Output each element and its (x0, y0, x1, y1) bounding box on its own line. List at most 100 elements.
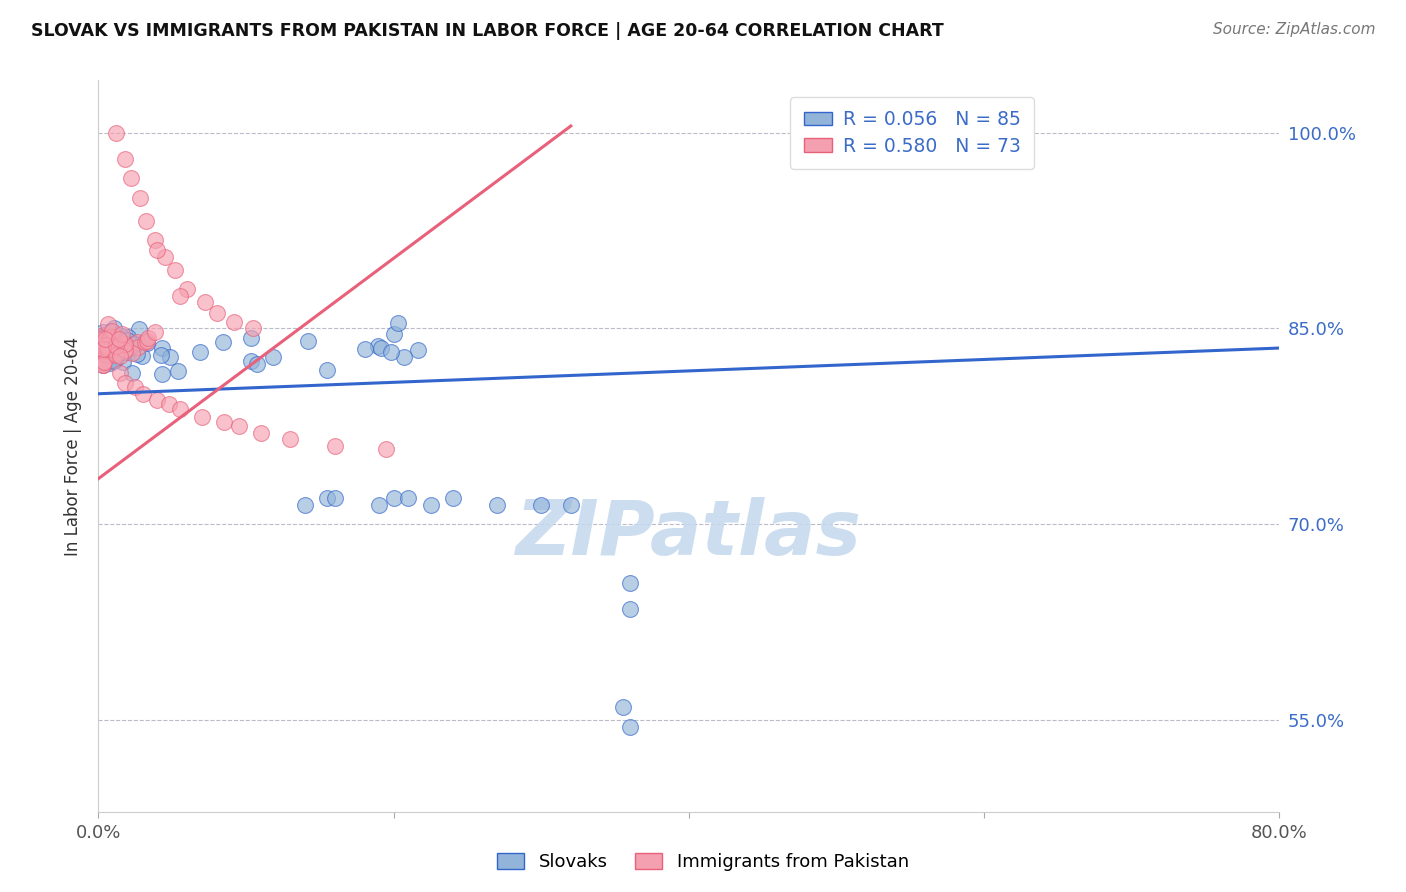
Point (115, 342, 138, 356)
Point (169, 289, 191, 303)
Point (134, 335, 156, 350)
Point (98, 355, 121, 369)
Point (108, 349, 131, 363)
Point (105, 342, 128, 356)
Point (91, 343, 114, 358)
Text: Source: ZipAtlas.com: Source: ZipAtlas.com (1212, 22, 1375, 37)
Point (619, 576, 641, 591)
Point (101, 324, 124, 338)
Point (107, 346, 129, 360)
Point (91, 339, 114, 353)
Point (143, 325, 166, 339)
Point (114, 152, 136, 166)
Point (104, 348, 127, 362)
Point (101, 340, 124, 354)
Point (294, 498, 316, 512)
Text: SLOVAK VS IMMIGRANTS FROM PAKISTAN IN LABOR FORCE | AGE 20-64 CORRELATION CHART: SLOVAK VS IMMIGRANTS FROM PAKISTAN IN LA… (31, 22, 943, 40)
Point (96, 343, 118, 357)
Point (105, 334, 128, 349)
Point (150, 342, 173, 356)
Point (406, 343, 429, 358)
Point (143, 233, 166, 247)
Point (93, 329, 115, 343)
Point (242, 321, 264, 335)
Point (323, 439, 346, 453)
Point (91, 338, 114, 352)
Point (121, 340, 143, 354)
Point (103, 353, 125, 368)
Point (127, 340, 149, 354)
Point (97, 339, 120, 353)
Point (121, 366, 143, 380)
Point (94, 334, 117, 348)
Point (105, 126, 128, 140)
Point (93, 347, 115, 361)
Point (124, 337, 146, 351)
Point (97, 348, 120, 362)
Point (101, 353, 124, 368)
Point (96, 346, 118, 360)
Point (127, 347, 149, 361)
Point (91, 343, 114, 358)
Point (94, 332, 117, 346)
Point (136, 331, 159, 345)
Point (169, 402, 191, 417)
Point (96, 317, 118, 331)
Point (382, 327, 405, 342)
Point (194, 295, 217, 310)
Point (96, 334, 118, 349)
Point (91, 325, 114, 339)
Point (382, 491, 405, 506)
Point (370, 341, 392, 355)
Point (108, 340, 131, 354)
Point (323, 491, 346, 506)
Point (380, 344, 402, 359)
Point (115, 333, 138, 347)
Point (91, 342, 114, 356)
Point (135, 334, 157, 348)
Point (387, 316, 409, 330)
Point (240, 353, 263, 368)
Point (619, 602, 641, 616)
Point (165, 262, 187, 277)
Point (121, 346, 143, 360)
Point (367, 339, 389, 353)
Point (117, 330, 139, 344)
Point (212, 334, 235, 349)
Point (128, 322, 150, 336)
Point (146, 393, 169, 408)
Point (297, 334, 319, 348)
Point (150, 348, 173, 362)
Point (111, 326, 134, 341)
Point (153, 250, 176, 264)
Point (612, 700, 634, 714)
Point (96, 338, 118, 352)
Point (114, 376, 136, 391)
Point (157, 397, 180, 411)
Point (91, 359, 114, 373)
Point (108, 334, 131, 349)
Point (93, 345, 115, 359)
Point (96, 328, 118, 343)
Point (93, 338, 115, 352)
Point (100, 324, 122, 338)
Point (91, 356, 114, 370)
Point (486, 498, 509, 512)
Point (103, 353, 125, 368)
Point (91, 346, 114, 360)
Point (112, 338, 135, 352)
Point (110, 329, 132, 343)
Point (132, 386, 155, 401)
Point (188, 344, 211, 359)
Point (108, 332, 131, 346)
Point (191, 410, 214, 425)
Y-axis label: In Labor Force | Age 20-64: In Labor Force | Age 20-64 (65, 336, 83, 556)
Point (224, 315, 246, 329)
Point (103, 321, 125, 335)
Point (560, 498, 582, 512)
Point (124, 338, 146, 352)
Point (228, 419, 250, 434)
Point (98, 330, 121, 344)
Point (124, 380, 146, 394)
Point (135, 336, 157, 351)
